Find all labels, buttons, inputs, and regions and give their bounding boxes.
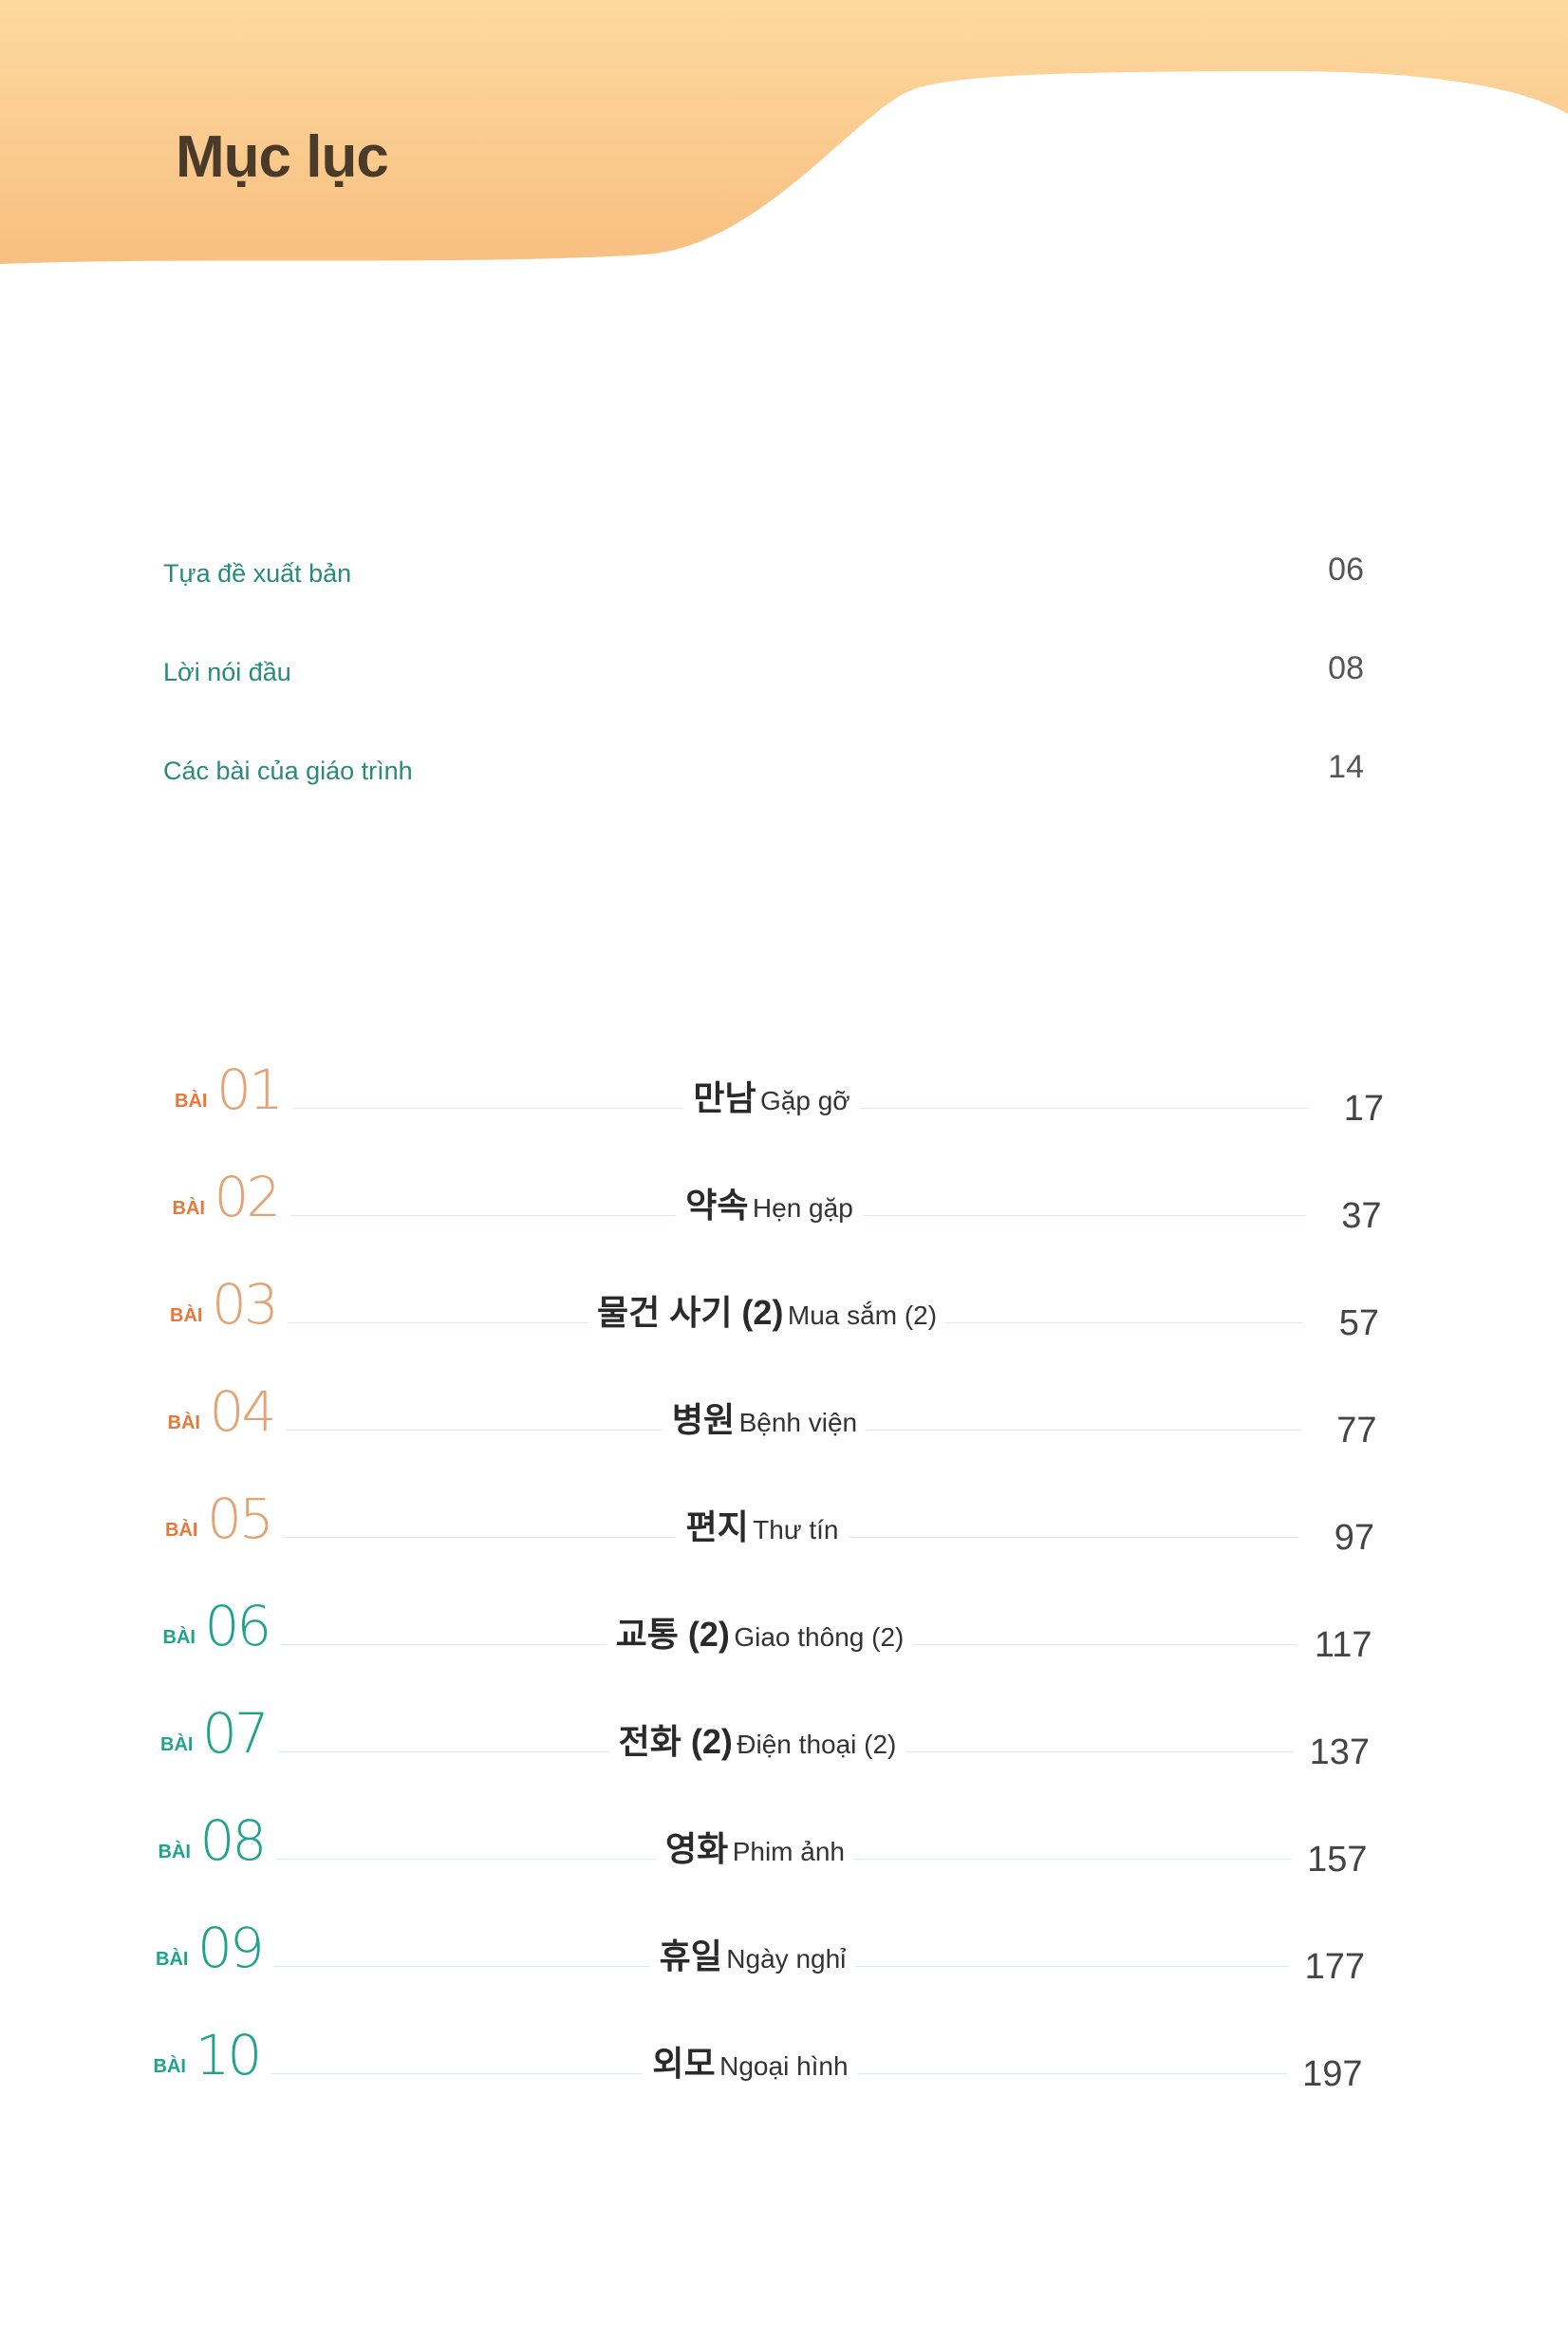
- lesson-number: 07: [202, 1701, 270, 1766]
- korean-title: 전화 (2): [618, 1722, 733, 1761]
- lesson-number: 10: [195, 2023, 263, 2087]
- lesson-prefix: BÀI: [167, 1413, 200, 1433]
- korean-title: 영화: [665, 1829, 729, 1868]
- lesson-entry: BÀI 08 영화 Phim ảnh 157: [143, 1803, 1368, 1881]
- page-number: 137: [1301, 1732, 1370, 1773]
- entry-title: Các bài của giáo trình: [163, 757, 413, 785]
- lesson-prefix: BÀI: [156, 1949, 189, 1970]
- page-number: 17: [1335, 1089, 1384, 1130]
- lesson-entry: BÀI 07 전화 (2) Điện thoại (2) 137: [145, 1695, 1370, 1773]
- lesson-prefix: BÀI: [175, 1091, 208, 1112]
- lesson-entry: BÀI 10 외모 Ngoại hình 197: [139, 2017, 1363, 2095]
- korean-title: 만남: [693, 1078, 756, 1117]
- page-number: 37: [1334, 1196, 1382, 1237]
- page-number: 06: [1328, 552, 1364, 588]
- korean-title: 외모: [652, 2044, 716, 2083]
- lesson-number: 04: [209, 1379, 277, 1444]
- lesson-number: 05: [207, 1487, 274, 1551]
- lesson-entry: BÀI 02 약속 Hẹn gặp 37: [158, 1159, 1382, 1237]
- lesson-number: 03: [212, 1272, 279, 1337]
- page-number: 77: [1329, 1411, 1377, 1451]
- lesson-prefix: BÀI: [170, 1305, 203, 1326]
- lesson-number: 09: [197, 1916, 265, 1980]
- lesson-prefix: BÀI: [165, 1520, 198, 1541]
- lesson-number: 01: [216, 1057, 284, 1122]
- lesson-number: 08: [199, 1808, 268, 1873]
- vietnamese-title: Bệnh viện: [738, 1408, 858, 1437]
- page-number: 177: [1297, 1947, 1365, 1988]
- vietnamese-title: Hẹn gặp: [752, 1193, 853, 1223]
- lesson-prefix: BÀI: [162, 1627, 196, 1648]
- vietnamese-title: Gặp gỡ: [760, 1086, 850, 1115]
- page-number: 117: [1306, 1625, 1372, 1666]
- vietnamese-title: Điện thoại (2): [737, 1730, 897, 1759]
- lesson-entry: BÀI 01 만남 Gặp gỡ 17: [159, 1052, 1384, 1130]
- header-banner: [0, 0, 1568, 264]
- page-title: Mục lục: [176, 124, 389, 190]
- lesson-prefix: BÀI: [160, 1734, 194, 1755]
- lesson-entry: BÀI 05 편지 Thư tín 97: [150, 1481, 1374, 1559]
- page-number: 157: [1299, 1840, 1368, 1881]
- lesson-entry: BÀI 06 교통 (2) Giao thông (2) 117: [148, 1588, 1372, 1666]
- korean-title: 물건 사기 (2): [596, 1293, 784, 1332]
- lesson-number: 02: [214, 1165, 282, 1229]
- vietnamese-title: Ngày nghỉ: [726, 1944, 847, 1974]
- korean-title: 휴일: [659, 1937, 722, 1975]
- page-number: 14: [1328, 749, 1364, 785]
- page-number: 197: [1295, 2054, 1363, 2095]
- vietnamese-title: Giao thông (2): [734, 1622, 905, 1652]
- lesson-prefix: BÀI: [153, 2056, 186, 2077]
- vietnamese-title: Thư tín: [753, 1515, 839, 1544]
- lesson-entry: BÀI 03 물건 사기 (2) Mua sắm (2) 57: [155, 1266, 1379, 1344]
- vietnamese-title: Phim ảnh: [732, 1837, 845, 1866]
- toc-entry: Lời nói đầu 08: [163, 640, 1364, 687]
- lesson-prefix: BÀI: [158, 1842, 191, 1862]
- korean-title: 약속: [685, 1186, 749, 1225]
- toc-entry: Các bài của giáo trình 14: [163, 739, 1364, 786]
- toc-entry: Tựa đề xuất bản 06: [163, 541, 1364, 589]
- lesson-entry: BÀI 09 휴일 Ngày nghỉ 177: [140, 1910, 1365, 1988]
- korean-title: 편지: [685, 1507, 749, 1546]
- page-number: 57: [1331, 1303, 1379, 1344]
- page-number: 97: [1326, 1518, 1374, 1559]
- korean-title: 병원: [671, 1400, 736, 1439]
- entry-title: Tựa đề xuất bản: [163, 559, 352, 588]
- lesson-entry: BÀI 04 병원 Bệnh viện 77: [153, 1374, 1377, 1451]
- page-number: 08: [1328, 650, 1364, 686]
- vietnamese-title: Ngoại hình: [719, 2051, 849, 2081]
- korean-title: 교통 (2): [615, 1615, 730, 1654]
- entry-title: Lời nói đầu: [163, 658, 291, 686]
- lesson-number: 06: [204, 1594, 272, 1658]
- lesson-prefix: BÀI: [172, 1198, 205, 1219]
- vietnamese-title: Mua sắm (2): [787, 1300, 938, 1330]
